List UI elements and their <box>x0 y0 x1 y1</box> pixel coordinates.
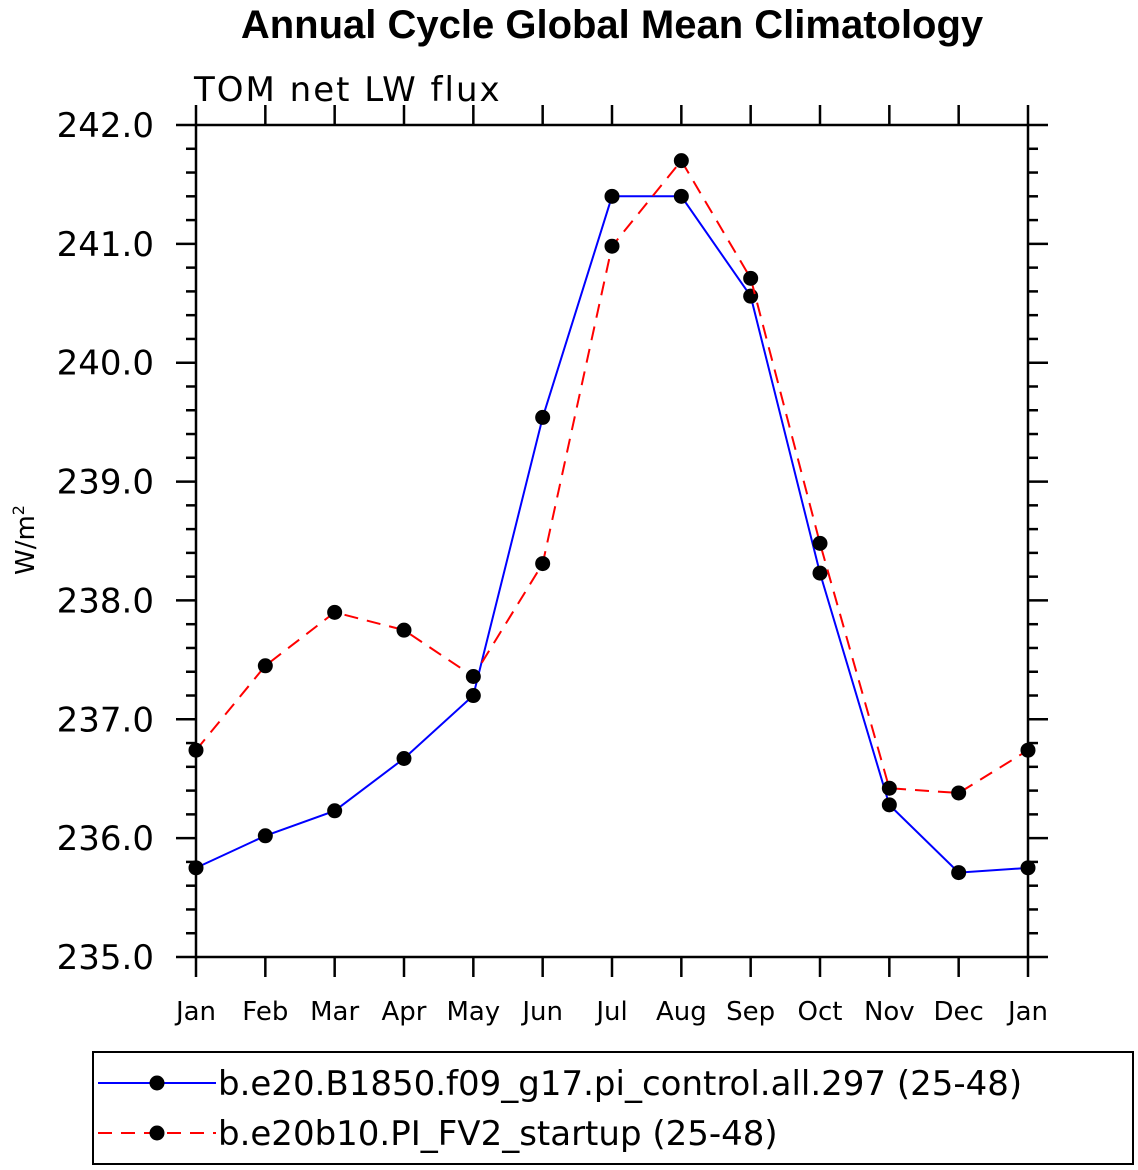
y-tick-label: 236.0 <box>57 819 154 859</box>
x-tick-label: Apr <box>382 997 427 1027</box>
series-2-point <box>673 153 689 169</box>
series-line-2 <box>195 158 1029 795</box>
series-2-point <box>257 658 273 674</box>
x-tick-label: Nov <box>864 997 915 1027</box>
series-1-point <box>465 688 481 704</box>
series-2-point <box>1020 742 1036 758</box>
series-2-point <box>812 535 828 551</box>
y-axis-label: W/m2 <box>9 505 41 575</box>
series-1-point <box>604 188 620 204</box>
legend-label-2: b.e20b10.PI_FV2_startup (25-48) <box>218 1114 778 1154</box>
chart-subtitle: TOM net LW flux <box>193 70 502 110</box>
series-1-point <box>743 288 759 304</box>
legend-marker-1 <box>149 1075 165 1091</box>
series-2-point <box>881 780 897 796</box>
x-tick-label: Sep <box>726 997 775 1027</box>
series-1-point <box>881 797 897 813</box>
y-tick-label: 237.0 <box>57 700 154 740</box>
x-tick-label: Aug <box>656 997 707 1027</box>
series-2-point <box>604 238 620 254</box>
series-2-point <box>327 604 343 620</box>
data-series <box>188 153 1036 881</box>
x-tick-label: Dec <box>934 997 984 1027</box>
x-tick-label: Feb <box>242 997 288 1027</box>
x-tick-label: Jan <box>174 997 216 1027</box>
legend-box <box>92 1051 1134 1165</box>
series-2-point <box>743 270 759 286</box>
x-tick-label: Jul <box>594 997 627 1027</box>
y-tick-label: 235.0 <box>57 938 154 978</box>
series-2-point <box>535 556 551 572</box>
y-tick-label: 242.0 <box>57 106 154 146</box>
x-tick-label: May <box>446 997 500 1027</box>
x-tick-label: Mar <box>310 997 359 1027</box>
x-tick-label: Oct <box>798 997 843 1027</box>
series-2-point <box>465 668 481 684</box>
series-1-point <box>327 803 343 819</box>
axes: 235.0 236.0 237.0 238.0 239.0 240.0 241.0 242.0… <box>57 105 1048 1027</box>
series-2-point <box>396 622 412 638</box>
series-1-point <box>396 751 412 767</box>
x-tick-label: Jun <box>520 997 563 1027</box>
series-2-point <box>951 785 967 801</box>
series-1-point <box>1020 860 1036 876</box>
y-tick-label: 238.0 <box>57 581 154 621</box>
series-2-point <box>188 742 204 758</box>
y-tick-label: 240.0 <box>57 344 154 384</box>
series-1-point <box>673 188 689 204</box>
x-tick-label: Jan <box>1006 997 1048 1027</box>
series-line-1 <box>195 195 1029 874</box>
series-1-point <box>188 860 204 876</box>
series-1-point <box>951 865 967 881</box>
legend-label-1: b.e20.B1850.f09_g17.pi_control.all.297 (… <box>218 1064 1022 1104</box>
series-1-point <box>812 565 828 581</box>
legend-marker-2 <box>149 1125 165 1141</box>
y-tick-label: 241.0 <box>57 225 154 265</box>
legend: b.e20.B1850.f09_g17.pi_control.all.297 (… <box>98 1064 1022 1154</box>
chart-title: Annual Cycle Global Mean Climatology <box>241 3 984 47</box>
y-axis-label-superscript: 2 <box>9 505 28 515</box>
y-axis-label-text: W/m <box>11 515 41 575</box>
series-1-point <box>257 828 273 844</box>
y-tick-label: 239.0 <box>57 463 154 503</box>
series-1-point <box>535 409 551 425</box>
